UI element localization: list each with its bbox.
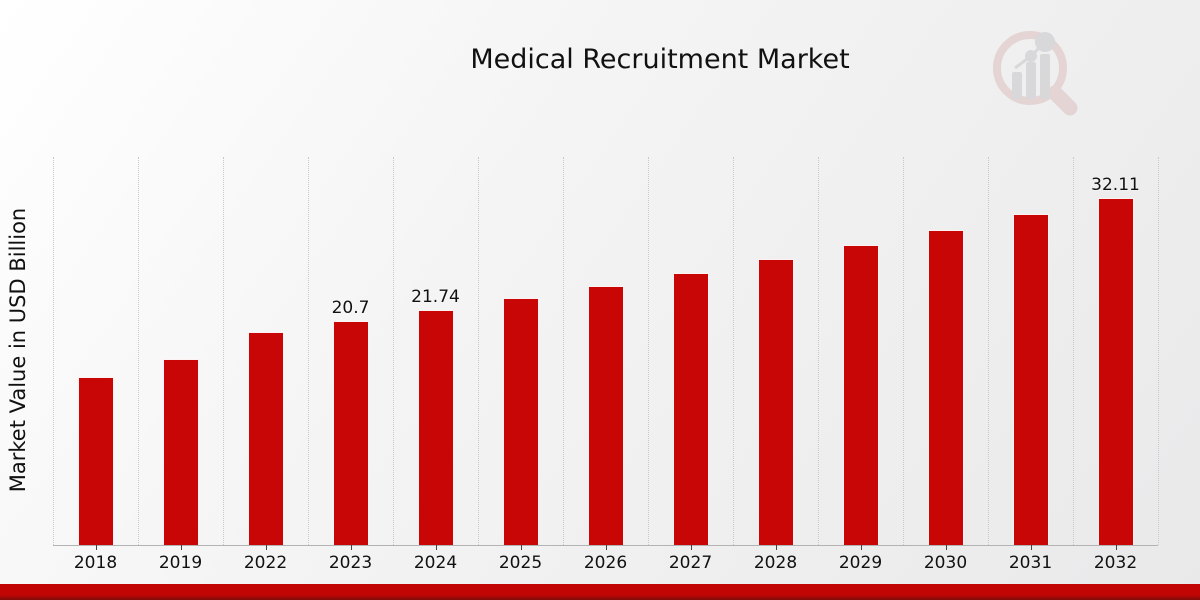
- x-axis-tick: [860, 545, 862, 550]
- x-axis-label: 2031: [1008, 553, 1053, 573]
- x-axis-tick: [180, 545, 182, 550]
- bar: [417, 310, 454, 545]
- footer-ribbon: [0, 584, 1200, 600]
- gridline: [53, 157, 54, 545]
- x-axis-label: 2026: [583, 553, 628, 573]
- bar: [842, 245, 879, 545]
- x-axis-label: 2030: [923, 553, 968, 573]
- x-axis-tick: [265, 545, 267, 550]
- x-axis-tick: [1115, 545, 1117, 550]
- gridline: [308, 157, 309, 545]
- x-axis-label: 2022: [243, 553, 288, 573]
- bar-value-label: 21.74: [411, 287, 460, 307]
- gridline: [903, 157, 904, 545]
- gridline: [733, 157, 734, 545]
- bar-chart-magnifier-icon: [993, 31, 1078, 116]
- bar: [1012, 214, 1049, 545]
- bar-value-label: 20.7: [331, 298, 370, 318]
- x-axis-label: 2027: [668, 553, 713, 573]
- x-axis-tick: [690, 545, 692, 550]
- bar: [757, 259, 794, 545]
- gridline: [563, 157, 564, 545]
- x-axis-tick: [435, 545, 437, 550]
- watermark-logo: [985, 20, 1085, 120]
- gridline: [223, 157, 224, 545]
- x-axis-tick: [1030, 545, 1032, 550]
- gridline: [648, 157, 649, 545]
- gridline: [1158, 157, 1159, 545]
- gridline: [138, 157, 139, 545]
- bar: [672, 273, 709, 545]
- bar: [1097, 198, 1134, 545]
- x-axis-label: 2028: [753, 553, 798, 573]
- gridline: [988, 157, 989, 545]
- x-axis-label: 2032: [1093, 553, 1138, 573]
- x-axis-tick: [95, 545, 97, 550]
- bar-value-label: 32.11: [1091, 175, 1140, 195]
- x-axis-label: 2019: [158, 553, 203, 573]
- x-axis-label: 2024: [413, 553, 458, 573]
- bar: [332, 321, 369, 545]
- x-axis-tick: [945, 545, 947, 550]
- y-axis-label: Market Value in USD Billion: [6, 207, 30, 493]
- bar: [247, 332, 284, 545]
- chart-title: Medical Recruitment Market: [470, 44, 850, 75]
- gridline: [478, 157, 479, 545]
- x-axis-label: 2018: [73, 553, 118, 573]
- gridline: [1073, 157, 1074, 545]
- bar: [77, 377, 114, 545]
- x-axis-label: 2029: [838, 553, 883, 573]
- x-axis-tick: [520, 545, 522, 550]
- plot-area: 2018 2019 2022 20.7 2023 21.74 2024 2025 2026 202…: [53, 157, 1159, 573]
- bar: [162, 359, 199, 545]
- gridline: [818, 157, 819, 545]
- x-axis-label: 2025: [498, 553, 543, 573]
- x-axis-tick: [605, 545, 607, 550]
- bar: [927, 230, 964, 545]
- bar: [587, 286, 624, 545]
- x-axis-tick: [350, 545, 352, 550]
- x-axis-label: 2023: [328, 553, 373, 573]
- x-axis-tick: [775, 545, 777, 550]
- gridline: [393, 157, 394, 545]
- bar: [502, 298, 539, 545]
